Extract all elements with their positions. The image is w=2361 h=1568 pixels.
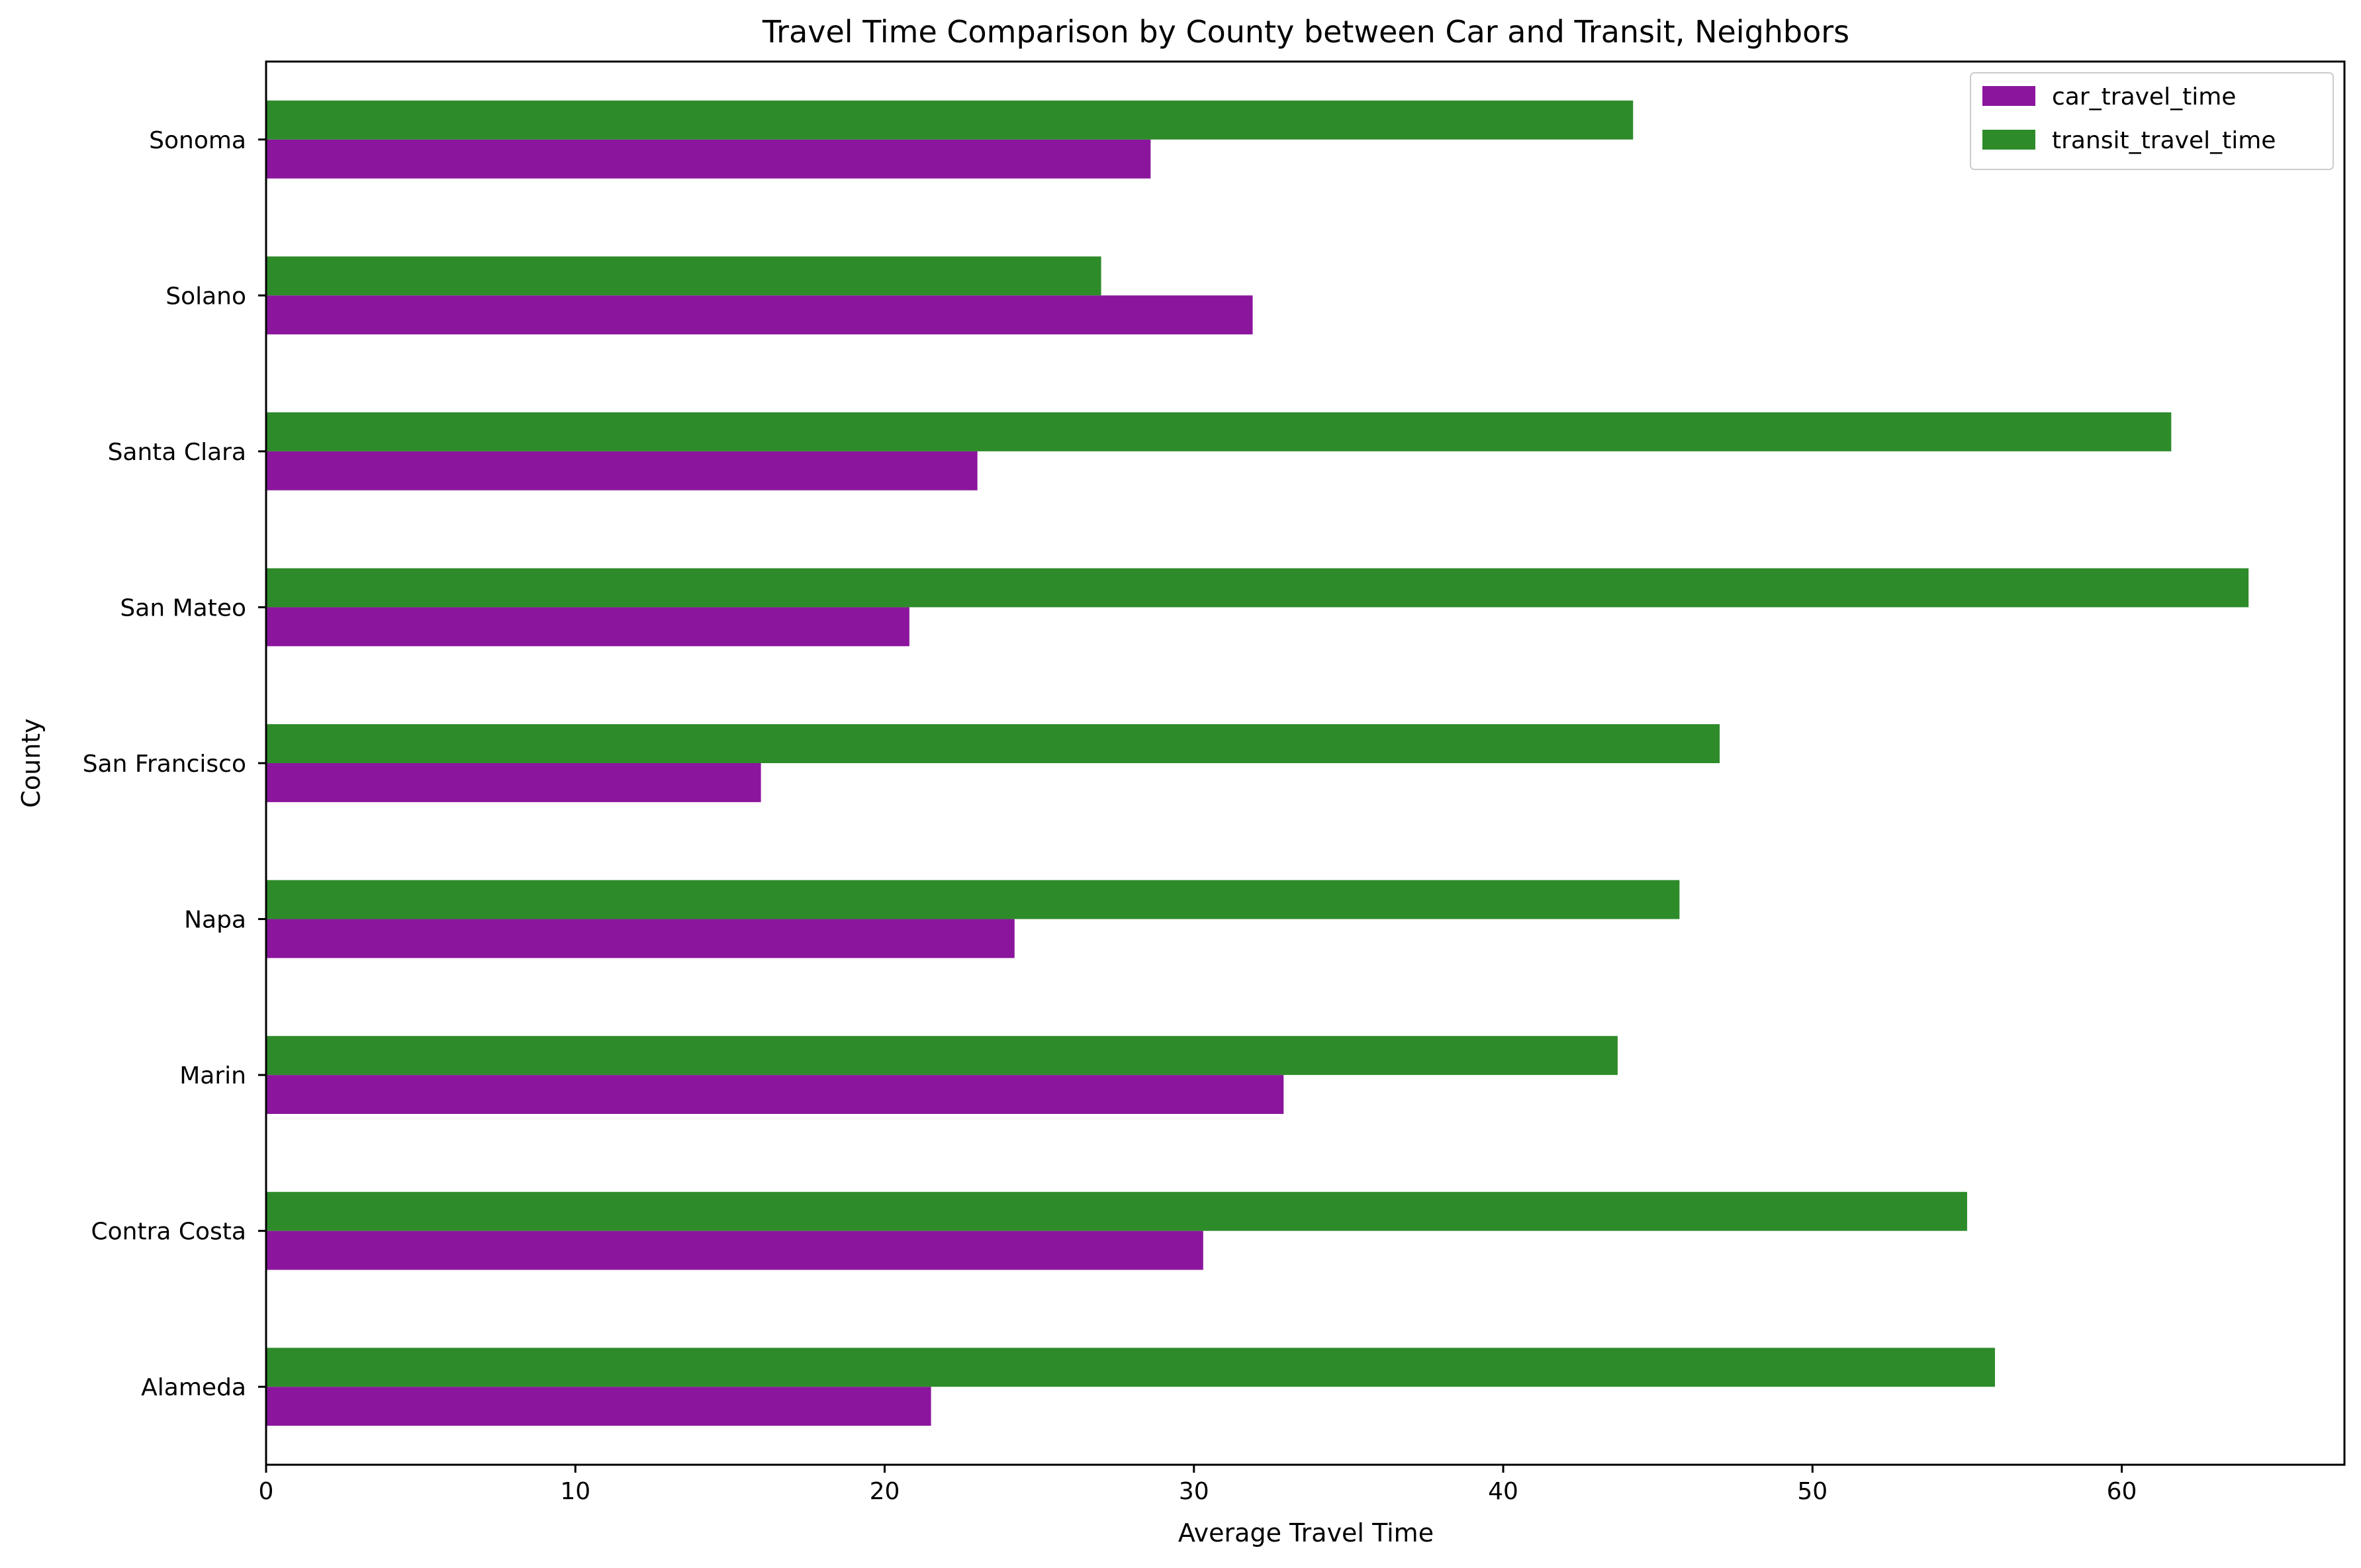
- bar-car-travel-time-napa: [266, 919, 1015, 958]
- y-tick-label-marin: Marin: [179, 1062, 246, 1089]
- bar-transit-travel-time-napa: [266, 880, 1680, 919]
- x-tick-label: 20: [870, 1478, 900, 1505]
- x-tick-label: 30: [1179, 1478, 1209, 1505]
- chart-title: Travel Time Comparison by County between…: [762, 14, 1849, 50]
- y-axis-label: County: [17, 718, 46, 807]
- legend-label-car-travel-time: car_travel_time: [2052, 83, 2236, 111]
- y-tick-label-san-mateo: San Mateo: [120, 594, 246, 622]
- bar-car-travel-time-san-francisco: [266, 763, 761, 802]
- legend-swatch-car-travel-time: [1982, 86, 2035, 106]
- x-tick-label: 50: [1797, 1478, 1828, 1505]
- bar-transit-travel-time-solano: [266, 256, 1101, 296]
- bar-car-travel-time-san-mateo: [266, 607, 909, 647]
- x-tick-label: 10: [560, 1478, 590, 1505]
- legend: car_travel_time transit_travel_time: [1970, 72, 2334, 170]
- y-tick-label-napa: Napa: [184, 907, 246, 934]
- bar-transit-travel-time-santa-clara: [266, 412, 2172, 451]
- bar-transit-travel-time-alameda: [266, 1348, 1995, 1387]
- y-axis-ticks: Alameda Contra Costa Marin Napa San Francisc…: [83, 127, 266, 1401]
- y-tick-label-santa-clara: Santa Clara: [108, 439, 246, 466]
- bar-car-travel-time-solano: [266, 295, 1253, 335]
- bar-transit-travel-time-contra-costa: [266, 1191, 1967, 1231]
- legend-box: [1970, 72, 2334, 170]
- bar-car-travel-time-sonoma: [266, 139, 1151, 179]
- bar-transit-travel-time-marin: [266, 1036, 1618, 1076]
- x-axis-ticks: 0 10 20 30 40 50 60: [259, 1465, 2137, 1505]
- plot-frame: [265, 60, 2346, 1466]
- bar-transit-travel-time-sonoma: [266, 100, 1634, 140]
- x-tick-label: 40: [1488, 1478, 1518, 1505]
- legend-label-transit-travel-time: transit_travel_time: [2052, 127, 2276, 154]
- x-axis-label: Average Travel Time: [1178, 1518, 1434, 1547]
- y-tick-label-sonoma: Sonoma: [149, 127, 246, 154]
- bar-transit-travel-time-san-francisco: [266, 724, 1720, 763]
- bar-car-travel-time-santa-clara: [266, 451, 978, 490]
- y-tick-label-alameda: Alameda: [141, 1374, 246, 1401]
- bar-transit-travel-time-san-mateo: [266, 568, 2249, 608]
- x-tick-label: 60: [2107, 1478, 2137, 1505]
- y-tick-label-solano: Solano: [165, 283, 246, 310]
- x-tick-label: 0: [259, 1478, 274, 1505]
- bar-car-travel-time-contra-costa: [266, 1230, 1203, 1270]
- y-tick-label-san-francisco: San Francisco: [83, 751, 246, 778]
- bar-car-travel-time-marin: [266, 1075, 1284, 1114]
- y-tick-label-contra-costa: Contra Costa: [91, 1219, 247, 1246]
- bars-layer: [266, 100, 2249, 1426]
- bar-car-travel-time-alameda: [266, 1387, 931, 1426]
- legend-swatch-transit-travel-time: [1982, 130, 2035, 150]
